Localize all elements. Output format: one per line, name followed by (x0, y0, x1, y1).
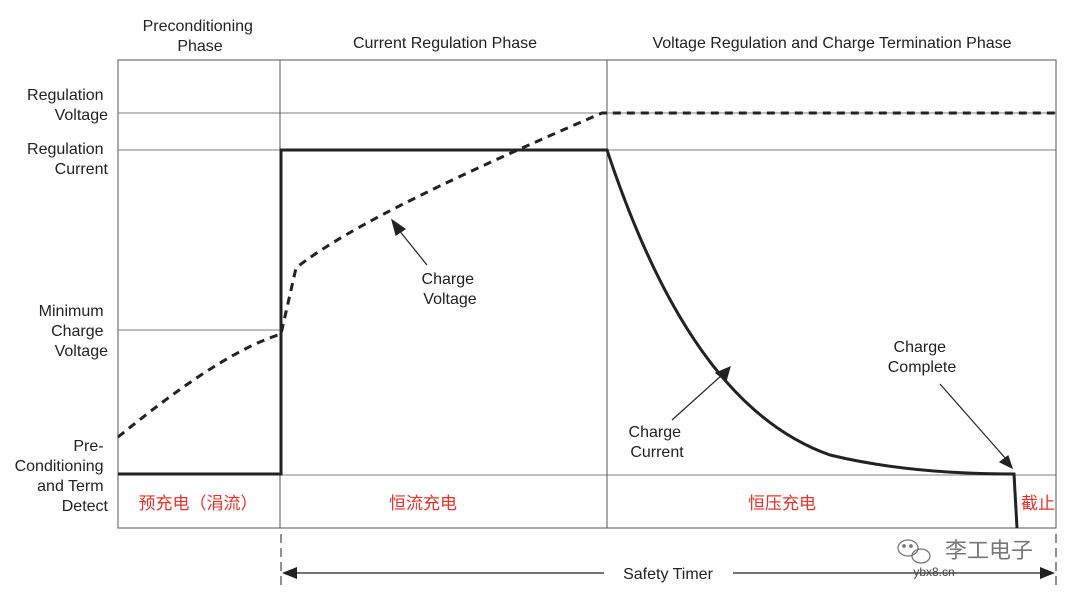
annotation-charge-complete-line2: Complete (888, 359, 957, 376)
cn-label-trickle: 预充电（涓流） (139, 494, 258, 513)
watermark-name: 李工电子 (945, 538, 1033, 563)
annotation-charge-current-line2: Current (630, 444, 684, 461)
phase-title-preconditioning-line1: Preconditioning (143, 18, 253, 35)
label-minimum-charge-voltage-line3: Voltage (55, 343, 108, 360)
label-preconditioning-detect-line3: and Term (37, 478, 103, 495)
label-regulation-voltage-line1: Regulation (27, 87, 104, 104)
watermark-url: ybx8.cn (913, 565, 954, 579)
charge-voltage-arrowhead (390, 218, 407, 236)
annotation-charge-voltage-line1: Charge (422, 271, 475, 288)
annotation-arrows (390, 218, 1014, 470)
charge-complete-arrowhead (998, 455, 1014, 470)
phase-title-current-regulation: Current Regulation Phase (353, 35, 537, 52)
charge-current-curve (118, 148, 1019, 529)
annotation-charge-voltage-line2: Voltage (423, 291, 476, 308)
wechat-icon (897, 539, 931, 564)
annotation-charge-current-line1: Charge (629, 424, 682, 441)
label-regulation-voltage: Regulation Voltage (27, 87, 108, 124)
plot-frame (117, 59, 1057, 529)
charge-current-arrow-line (671, 374, 723, 421)
charge-voltage-curve (117, 111, 1056, 439)
label-regulation-current: Regulation Current (27, 141, 109, 178)
cn-label-constant-current: 恒流充电 (389, 494, 457, 513)
annotation-charge-complete: Charge Complete (888, 339, 957, 376)
timer-arrowhead-left (282, 567, 297, 579)
label-minimum-charge-voltage-line1: Minimum (39, 303, 104, 320)
safety-timer-label: Safety Timer (623, 566, 713, 583)
label-preconditioning-detect-line4: Detect (62, 498, 109, 515)
label-minimum-charge-voltage: Minimum Charge Voltage (39, 303, 108, 360)
annotation-charge-voltage: Charge Voltage (422, 271, 479, 308)
charge-complete-arrow-line (939, 383, 1007, 460)
charge-voltage-arrow-line (397, 228, 428, 266)
label-preconditioning-detect-line2: Conditioning (15, 458, 104, 475)
timer-arrowhead-right (1040, 567, 1055, 579)
phase-title-preconditioning-line2: Phase (177, 38, 222, 55)
cn-label-cutoff: 截止 (1021, 494, 1055, 513)
watermark: 李工电子 ybx8.cn (897, 538, 1033, 579)
label-preconditioning-detect-line1: Pre- (73, 438, 103, 455)
cn-label-constant-voltage: 恒压充电 (748, 494, 816, 513)
label-minimum-charge-voltage-line2: Charge (51, 323, 104, 340)
label-preconditioning-detect: Pre- Conditioning and Term Detect (15, 438, 109, 515)
phase-title-voltage-regulation: Voltage Regulation and Charge Terminatio… (652, 35, 1011, 52)
annotation-charge-current: Charge Current (629, 424, 686, 461)
charge-current-arrowhead (714, 365, 731, 383)
label-regulation-current-line2: Current (55, 161, 109, 178)
phase-title-preconditioning: Preconditioning Phase (143, 18, 258, 55)
label-regulation-voltage-line2: Voltage (55, 107, 108, 124)
label-regulation-current-line1: Regulation (27, 141, 104, 158)
annotation-charge-complete-line1: Charge (894, 339, 947, 356)
